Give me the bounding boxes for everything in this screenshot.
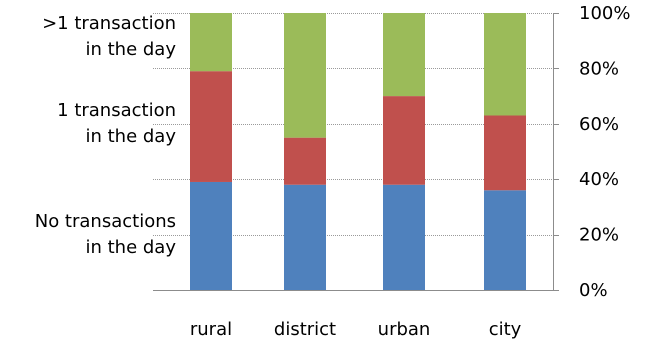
- x-category-label: district: [274, 319, 336, 340]
- bar-rural-series-1: [190, 71, 232, 182]
- legend-label-series-0: in the day: [85, 237, 176, 258]
- y-tick-label: 60%: [579, 114, 619, 135]
- bar-district-series-0: [284, 184, 326, 290]
- legend-label-series-0: No transactions: [35, 211, 176, 232]
- y-tick-label: 20%: [579, 225, 619, 246]
- y-axis-tick-labels: 0% 20% 40% 60% 80% 100%: [579, 3, 630, 301]
- y-tick-label: 100%: [579, 3, 630, 24]
- bar-rural-series-0: [190, 181, 232, 290]
- bar-urban-series-0: [383, 184, 425, 290]
- bar-city-series-1: [484, 115, 526, 191]
- axes: [153, 13, 559, 291]
- legend-label-series-2: in the day: [85, 39, 176, 60]
- x-category-label: rural: [190, 319, 232, 340]
- legend: No transactions in the day 1 transaction in…: [35, 13, 177, 258]
- bar-district-series-1: [284, 137, 326, 185]
- legend-label-series-1: 1 transaction: [57, 100, 176, 121]
- y-tick-label: 40%: [579, 169, 619, 190]
- bar-rural-series-2: [190, 13, 232, 72]
- x-category-label: urban: [378, 319, 431, 340]
- bar-urban-series-1: [383, 96, 425, 185]
- bar-city-series-2: [484, 13, 526, 116]
- legend-label-series-1: in the day: [85, 126, 176, 147]
- legend-label-series-2: >1 transaction: [42, 13, 176, 34]
- y-tick-label: 80%: [579, 58, 619, 79]
- bar-urban-series-2: [383, 13, 425, 97]
- bars: [190, 13, 526, 290]
- x-axis-category-labels: rural district urban city: [190, 319, 522, 340]
- x-category-label: city: [489, 319, 522, 340]
- bar-district-series-2: [284, 13, 326, 138]
- y-tick-label: 0%: [579, 280, 608, 301]
- bar-city-series-0: [484, 190, 526, 290]
